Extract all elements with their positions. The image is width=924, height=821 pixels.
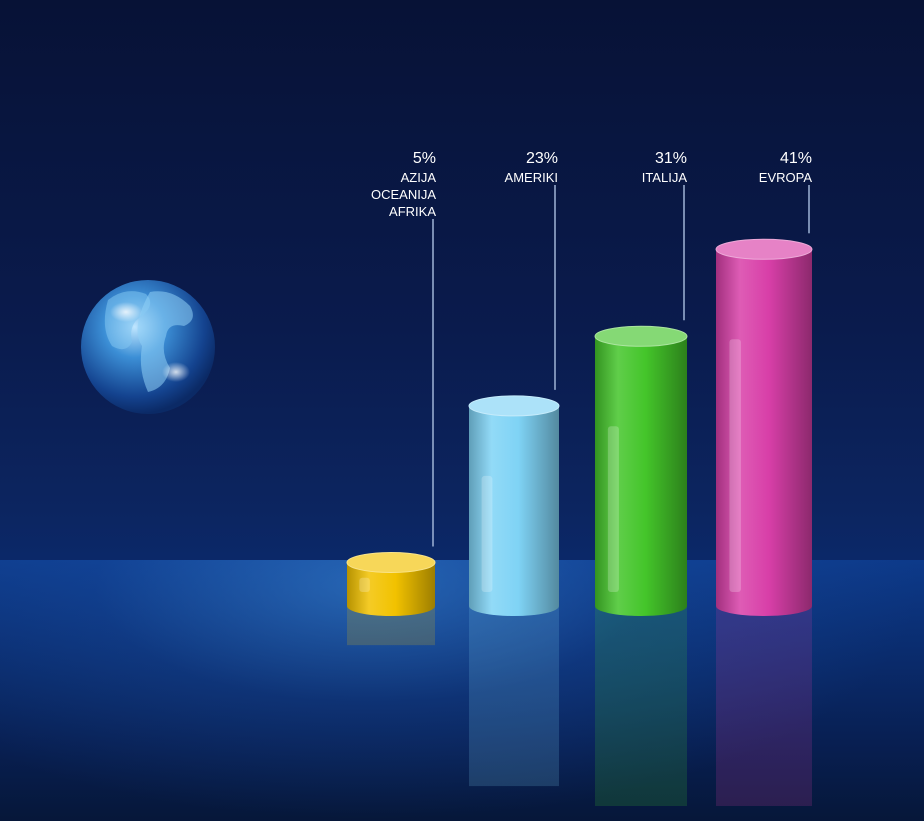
bars-layer xyxy=(346,238,813,806)
category-label: AMERIKI xyxy=(505,170,558,185)
bar-highlight xyxy=(359,577,370,592)
bar-highlight xyxy=(607,426,619,592)
category-label: EVROPA xyxy=(759,170,813,185)
bar-top xyxy=(346,552,436,573)
value-label: 23% xyxy=(526,150,558,167)
bar-top xyxy=(594,325,688,347)
bar-reflection xyxy=(595,606,687,806)
labels-layer: 5% AZIJA OCEANIJA AFRIKA 23% AMERIKI 31% ITALIJ… xyxy=(371,150,812,547)
category-label: AZIJA xyxy=(401,170,437,185)
category-label: OCEANIJA xyxy=(371,187,436,202)
bar-4 xyxy=(716,249,812,617)
bar-top xyxy=(468,395,560,417)
value-label: 41% xyxy=(780,150,812,167)
value-label: 5% xyxy=(413,150,436,167)
bar-1 xyxy=(347,562,435,616)
globe-icon xyxy=(81,280,215,414)
category-label: AFRIKA xyxy=(389,204,436,219)
bar-reflection xyxy=(716,606,812,806)
bar-2 xyxy=(469,405,559,616)
bar-reflection xyxy=(469,606,559,787)
bar-3 xyxy=(595,336,687,616)
value-label: 31% xyxy=(655,150,687,167)
bar-highlight xyxy=(729,339,741,592)
bar-top xyxy=(715,238,813,260)
category-label: ITALIJA xyxy=(642,170,688,185)
bar-highlight xyxy=(481,475,493,592)
